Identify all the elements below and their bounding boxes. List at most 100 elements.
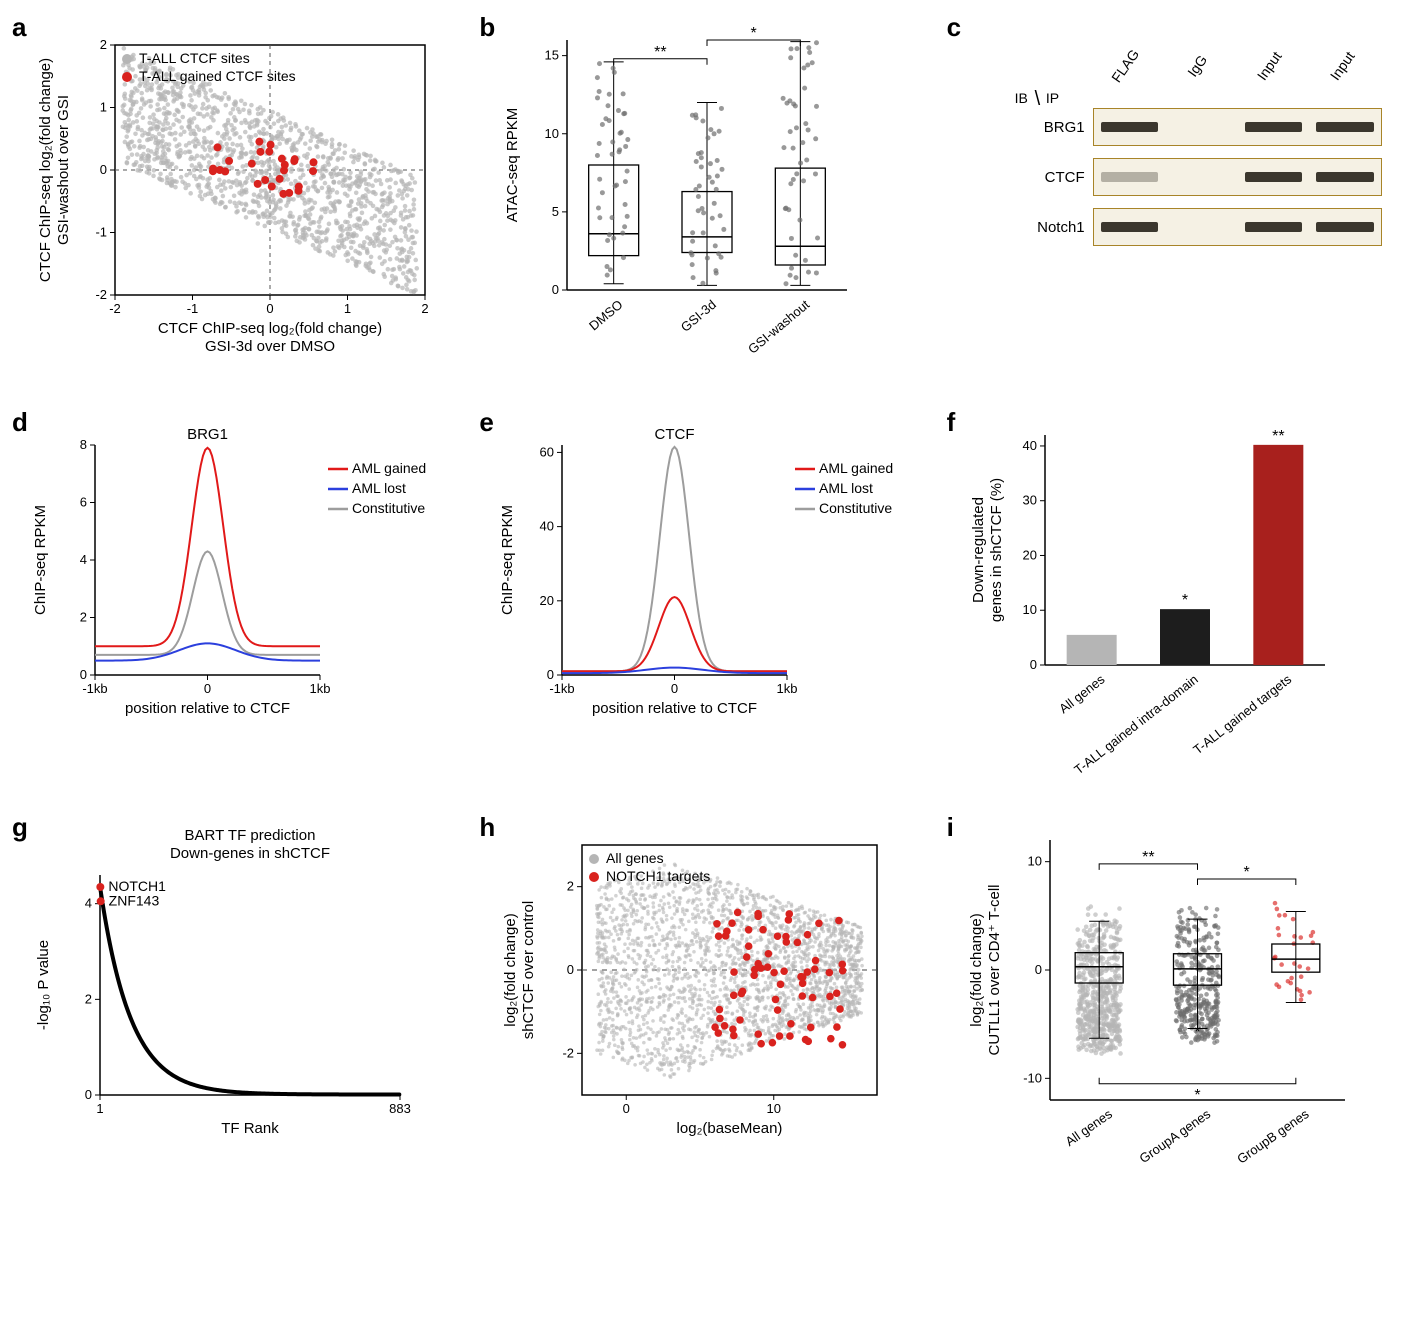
svg-text:AML lost: AML lost xyxy=(819,480,873,496)
panel-f: f 010203040All genes*T-ALL gained intra-… xyxy=(955,415,1382,790)
svg-text:ChIP-seq RPKM: ChIP-seq RPKM xyxy=(499,505,516,615)
svg-text:0: 0 xyxy=(85,1087,92,1102)
panel-i: i -10010All genesGroupA genesGroupB gene… xyxy=(955,820,1382,1205)
svg-text:1: 1 xyxy=(344,301,351,316)
svg-text:TF Rank: TF Rank xyxy=(221,1120,279,1137)
svg-text:-1: -1 xyxy=(187,301,199,316)
svg-text:0: 0 xyxy=(1029,657,1036,672)
svg-text:2: 2 xyxy=(567,879,574,894)
svg-text:AML gained: AML gained xyxy=(819,460,893,476)
panel-label-h: h xyxy=(479,812,495,843)
svg-text:0: 0 xyxy=(1034,962,1041,977)
scatter-a: -2 -1 0 1 2 -2 -1 0 1 2 CTCF ChIP-seq log₂(fold ch… xyxy=(20,20,440,380)
svg-text:60: 60 xyxy=(540,444,554,459)
svg-text:1kb: 1kb xyxy=(777,681,798,696)
panel-label-g: g xyxy=(12,812,28,843)
svg-text:2: 2 xyxy=(85,991,92,1006)
svg-text:*: * xyxy=(1182,592,1188,609)
svg-text:T-ALL gained CTCF sites: T-ALL gained CTCF sites xyxy=(139,68,296,84)
blot-row: BRG1 xyxy=(1015,106,1382,148)
svg-text:4: 4 xyxy=(85,896,92,911)
svg-text:BART TF prediction: BART TF prediction xyxy=(185,827,316,844)
panel-label-c: c xyxy=(947,12,961,43)
svg-text:CTCF ChIP-seq log₂(fold change: CTCF ChIP-seq log₂(fold change) xyxy=(37,58,54,282)
svg-text:-1kb: -1kb xyxy=(82,681,107,696)
ibip-label: IB\IP xyxy=(1015,90,1093,106)
svg-text:BRG1: BRG1 xyxy=(187,426,228,443)
rankplot-g: 0241883NOTCH1ZNF143BART TF predictionDow… xyxy=(20,820,440,1180)
svg-text:GSI-washout: GSI-washout xyxy=(745,297,813,357)
svg-text:0: 0 xyxy=(266,301,273,316)
blot-row-label: Notch1 xyxy=(1015,219,1093,236)
svg-text:All genes: All genes xyxy=(1056,671,1108,716)
blot-row: CTCF xyxy=(1015,156,1382,198)
svg-text:5: 5 xyxy=(552,204,559,219)
svg-text:2: 2 xyxy=(100,37,107,52)
svg-text:20: 20 xyxy=(1022,547,1036,562)
svg-text:Constitutive: Constitutive xyxy=(352,500,425,516)
panel-g: g 0241883NOTCH1ZNF143BART TF predictionD… xyxy=(20,820,447,1205)
lineplot-e: 0204060-1kb01kbCTCFAML gainedAML lostCon… xyxy=(487,415,907,755)
svg-text:log₂(baseMean): log₂(baseMean) xyxy=(677,1120,783,1137)
svg-text:883: 883 xyxy=(389,1101,411,1116)
panel-label-e: e xyxy=(479,407,493,438)
svg-text:-1: -1 xyxy=(95,225,107,240)
svg-text:0: 0 xyxy=(567,962,574,977)
svg-text:0: 0 xyxy=(80,667,87,682)
scatter-h: 010-202All genesNOTCH1 targetslog₂(baseM… xyxy=(487,820,907,1180)
svg-text:ATAC-seq RPKM: ATAC-seq RPKM xyxy=(504,108,521,222)
svg-text:1: 1 xyxy=(100,100,107,115)
svg-text:-log₁₀ P value: -log₁₀ P value xyxy=(35,940,52,1030)
lane-head: FLAG xyxy=(1098,32,1153,100)
svg-text:DMSO: DMSO xyxy=(586,297,626,334)
lane-head: IgG xyxy=(1170,32,1225,100)
panel-d: d 02468-1kb01kbBRG1AML gainedAML lostCon… xyxy=(20,415,447,790)
svg-text:**: ** xyxy=(1272,428,1284,445)
svg-text:AML gained: AML gained xyxy=(352,460,426,476)
panel-label-b: b xyxy=(479,12,495,43)
svg-text:10: 10 xyxy=(545,126,559,141)
svg-text:10: 10 xyxy=(767,1101,781,1116)
svg-text:position relative to CTCF: position relative to CTCF xyxy=(592,700,757,717)
svg-text:2: 2 xyxy=(421,301,428,316)
panel-label-a: a xyxy=(12,12,26,43)
svg-text:30: 30 xyxy=(1022,493,1036,508)
svg-text:8: 8 xyxy=(80,437,87,452)
svg-text:All genes: All genes xyxy=(1062,1106,1115,1149)
svg-text:10: 10 xyxy=(1027,854,1041,869)
svg-text:-2: -2 xyxy=(563,1045,575,1060)
barplot-f: 010203040All genes*T-ALL gained intra-do… xyxy=(955,415,1375,785)
boxplot-b: 051015DMSOGSI-3dGSI-washout***ATAC-seq R… xyxy=(487,20,907,380)
panel-a: a -2-1012-2-1012CTCF ChIP-seq log₂(fold … xyxy=(20,20,447,385)
lane-head: Input xyxy=(1242,32,1297,100)
lane-head: Input xyxy=(1315,32,1370,100)
svg-text:-1kb: -1kb xyxy=(550,681,575,696)
svg-text:20: 20 xyxy=(540,593,554,608)
svg-text:ChIP-seq RPKM: ChIP-seq RPKM xyxy=(32,505,49,615)
svg-text:T-ALL CTCF sites: T-ALL CTCF sites xyxy=(139,50,250,66)
svg-text:*: * xyxy=(751,25,757,42)
svg-text:Down-regulated: Down-regulated xyxy=(970,497,987,603)
svg-text:CTCF: CTCF xyxy=(655,426,695,443)
svg-text:-2: -2 xyxy=(109,301,121,316)
svg-text:0: 0 xyxy=(547,667,554,682)
svg-text:genes in shCTCF (%): genes in shCTCF (%) xyxy=(988,478,1005,622)
blot-c: IB\IP FLAG IgG Input Input BRG1 CTCF Notch1 xyxy=(955,20,1382,248)
svg-text:CTCF ChIP-seq log₂(fold change: CTCF ChIP-seq log₂(fold change) xyxy=(158,320,382,337)
svg-text:-10: -10 xyxy=(1023,1070,1042,1085)
boxplot-i: -10010All genesGroupA genesGroupB genes*… xyxy=(955,820,1375,1200)
svg-text:2: 2 xyxy=(80,610,87,625)
svg-text:0: 0 xyxy=(552,282,559,297)
svg-text:**: ** xyxy=(654,44,666,61)
svg-text:0: 0 xyxy=(100,162,107,177)
svg-text:4: 4 xyxy=(80,552,87,567)
panel-label-f: f xyxy=(947,407,956,438)
panel-h: h 010-202All genesNOTCH1 targetslog₂(bas… xyxy=(487,820,914,1205)
lineplot-d: 02468-1kb01kbBRG1AML gainedAML lostConst… xyxy=(20,415,440,755)
svg-text:Down-genes in shCTCF: Down-genes in shCTCF xyxy=(170,845,330,862)
svg-text:-2: -2 xyxy=(95,287,107,302)
svg-text:All genes: All genes xyxy=(606,850,664,866)
svg-text:Constitutive: Constitutive xyxy=(819,500,892,516)
panel-b: b 051015DMSOGSI-3dGSI-washout***ATAC-seq… xyxy=(487,20,914,385)
panel-e: e 0204060-1kb01kbCTCFAML gainedAML lostC… xyxy=(487,415,914,790)
